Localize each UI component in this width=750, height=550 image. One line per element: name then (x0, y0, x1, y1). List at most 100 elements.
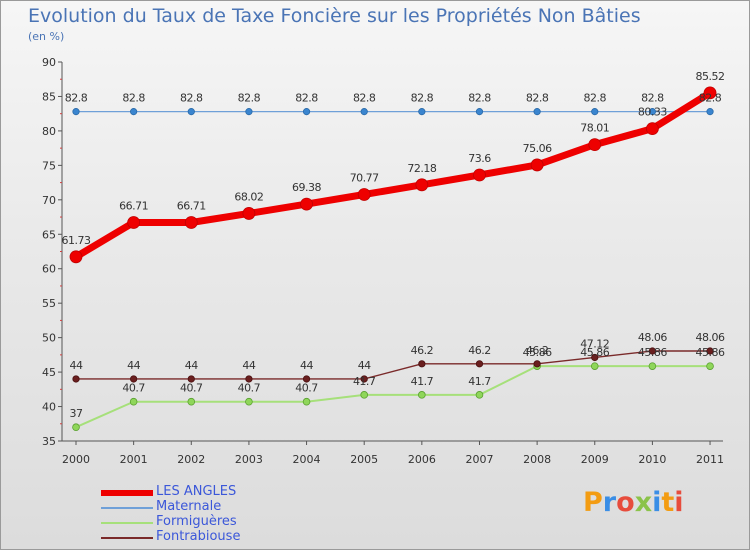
series-line (75, 365, 712, 429)
data-label: 48.06 (638, 331, 667, 344)
data-label: 82.8 (584, 92, 607, 105)
data-point (302, 397, 311, 406)
data-label: 40.7 (295, 382, 318, 395)
data-label: 72.18 (407, 162, 436, 175)
data-label: 70.77 (350, 172, 379, 185)
data-point (302, 108, 311, 116)
data-label: 82.8 (526, 92, 549, 105)
data-label: 45.86 (580, 346, 609, 359)
data-point (245, 397, 253, 406)
data-label: 46.2 (411, 344, 434, 357)
legend-label: Fontrabiouse (156, 529, 241, 544)
data-label: 44 (242, 359, 255, 372)
data-label: 73.6 (468, 152, 491, 165)
data-point (533, 360, 541, 368)
data-point (530, 158, 544, 172)
data-point (473, 168, 486, 182)
data-point (360, 375, 368, 383)
data-point (129, 397, 138, 406)
data-label: 61.73 (62, 234, 91, 247)
data-label: 82.8 (238, 92, 261, 105)
data-label: 82.8 (468, 92, 491, 105)
data-point (415, 178, 429, 192)
x-tick-label: 2003 (235, 453, 263, 466)
y-tick-label: 40 (42, 401, 56, 414)
data-label: 66.71 (119, 199, 148, 212)
data-label: 41.7 (411, 375, 434, 388)
data-label: 82.8 (641, 92, 664, 105)
data-point (648, 108, 657, 116)
x-tick-label: 2001 (120, 453, 148, 466)
data-point (648, 362, 657, 370)
data-point (706, 108, 714, 116)
logo-letter: i (652, 487, 662, 518)
data-label: 85.52 (696, 70, 725, 83)
data-label: 40.7 (122, 382, 145, 395)
data-point (475, 108, 484, 116)
data-label: 75.06 (523, 142, 552, 155)
data-point (245, 375, 253, 383)
data-point (418, 391, 426, 399)
data-label: 82.8 (122, 92, 145, 105)
y-tick-label: 70 (42, 194, 56, 207)
logo-letter: i (674, 487, 684, 518)
x-tick-label: 2005 (350, 453, 378, 466)
data-label: 82.8 (180, 92, 203, 105)
logo-letter: t (661, 487, 675, 518)
legend-swatch-maternale (101, 507, 153, 509)
data-point (475, 360, 484, 368)
legend-swatch-formigueres (101, 522, 153, 524)
data-label: 45.86 (638, 346, 667, 359)
data-label: 82.8 (65, 92, 88, 105)
logo-letter: x (634, 487, 653, 518)
data-label: 66.71 (177, 199, 206, 212)
logo-letter: P (583, 487, 603, 518)
data-point (591, 108, 599, 116)
y-tick-label: 60 (42, 263, 56, 276)
data-label: 41.7 (353, 375, 376, 388)
data-label: 47.12 (580, 337, 609, 350)
data-point (706, 347, 714, 355)
data-point (302, 375, 311, 383)
legend-label: Formiguères (156, 514, 237, 529)
chart-title: Evolution du Taux de Taxe Foncière sur l… (28, 5, 641, 27)
data-point (475, 391, 484, 399)
data-point (245, 108, 253, 116)
x-tick-label: 2010 (638, 453, 666, 466)
data-point (360, 108, 368, 116)
x-tick-label: 2002 (177, 453, 205, 466)
data-point (533, 108, 541, 116)
legend-swatch-les-angles (101, 490, 153, 496)
x-tick-label: 2000 (62, 453, 90, 466)
x-tick-label: 2006 (408, 453, 436, 466)
data-label: 69.38 (292, 181, 321, 194)
data-label: 44 (358, 359, 371, 372)
data-label: 44 (127, 359, 140, 372)
data-label: 44 (70, 359, 83, 372)
data-point (300, 197, 313, 211)
data-point (418, 360, 426, 368)
data-point (187, 397, 196, 406)
data-point (588, 138, 602, 152)
y-tick-label: 75 (42, 159, 56, 172)
data-point (703, 86, 717, 100)
data-label: 48.06 (696, 331, 725, 344)
data-label: 45.86 (523, 346, 552, 359)
data-point (184, 216, 198, 229)
data-point (187, 375, 195, 383)
data-label: 44 (300, 359, 313, 372)
logo-letter: o (616, 487, 635, 518)
data-label: 82.8 (411, 92, 434, 105)
legend-label: Maternale (156, 499, 222, 514)
data-label: 46.2 (468, 344, 491, 357)
y-tick-label: 45 (42, 366, 56, 379)
data-label: 82.8 (353, 92, 376, 105)
data-label: 41.7 (468, 375, 491, 388)
data-point (127, 216, 141, 229)
data-point (357, 188, 371, 201)
logo-letter: r (602, 487, 617, 518)
data-point (130, 375, 138, 383)
x-tick-label: 2011 (696, 453, 724, 466)
data-point (360, 391, 369, 399)
